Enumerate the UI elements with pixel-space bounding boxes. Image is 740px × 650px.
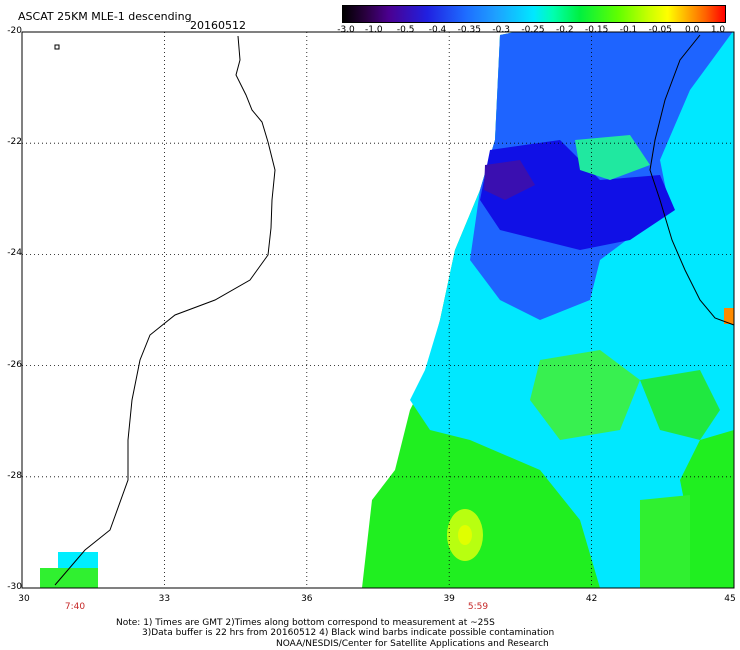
- color-scale-tick: -1.0: [365, 25, 383, 35]
- swath-purple-core: [484, 160, 535, 200]
- x-axis-label: 36: [301, 594, 313, 604]
- footnote-line-3: NOAA/NESDIS/Center for Satellite Applica…: [276, 639, 549, 649]
- color-scale-tick: -0.2: [556, 25, 574, 35]
- map-title: ASCAT 25KM MLE-1 descending: [18, 10, 192, 23]
- x-axis-label: 39: [443, 594, 455, 604]
- time-label-west: 7:40: [64, 602, 86, 612]
- swath-se-green: [640, 495, 690, 588]
- footnote-line-2: 3)Data buffer is 22 hrs from 20160512 4)…: [142, 628, 555, 638]
- footnote-line-1: Note: 1) Times are GMT 2)Times along bot…: [116, 618, 495, 628]
- color-scale-tick: 0.0: [684, 25, 700, 35]
- swath-green-patch-east: [640, 370, 720, 440]
- color-scale-tick: -3.0: [337, 25, 355, 35]
- small-island: [54, 44, 60, 50]
- color-scale-tick: 1.0: [710, 25, 726, 35]
- swath-west-cyan: [58, 552, 98, 568]
- swath-cyan-patch: [575, 135, 650, 180]
- y-axis-label: -28: [7, 470, 22, 481]
- swath-dark-band: [480, 140, 675, 250]
- coastline-africa: [54, 35, 276, 586]
- swath-orange-pixel: [724, 308, 734, 324]
- swath-green-patch: [530, 350, 640, 440]
- y-axis-label: -20: [7, 26, 22, 36]
- color-scale-tick: -0.05: [648, 25, 672, 35]
- color-scale-tick: -0.25: [521, 25, 545, 35]
- map-date: 20160512: [190, 19, 246, 32]
- color-scale-tick: -0.4: [428, 25, 447, 35]
- x-axis-label: 45: [724, 594, 736, 604]
- time-label-east: 5:59: [467, 602, 489, 612]
- y-axis-label: -26: [7, 359, 22, 370]
- coastline-madagascar: [649, 34, 735, 326]
- color-scale-tick: -0.3: [492, 25, 510, 35]
- color-scale-tick: -0.15: [585, 25, 609, 35]
- y-axis-label: -30: [7, 582, 22, 592]
- x-axis-label: 42: [585, 594, 598, 604]
- x-axis-label: 30: [18, 594, 30, 604]
- color-scale-tick: -0.1: [619, 25, 638, 35]
- x-axis-label: 33: [158, 594, 171, 604]
- swath-west-green: [40, 568, 98, 588]
- swath-yellow-core: [458, 525, 472, 545]
- color-scale-tick: -0.35: [457, 25, 481, 35]
- grid-lines: [21, 31, 735, 589]
- color-scale-tick: -0.5: [396, 25, 415, 35]
- color-scale-bar: [342, 5, 726, 23]
- y-axis-label: -24: [7, 248, 22, 259]
- y-axis-label: -22: [7, 137, 22, 148]
